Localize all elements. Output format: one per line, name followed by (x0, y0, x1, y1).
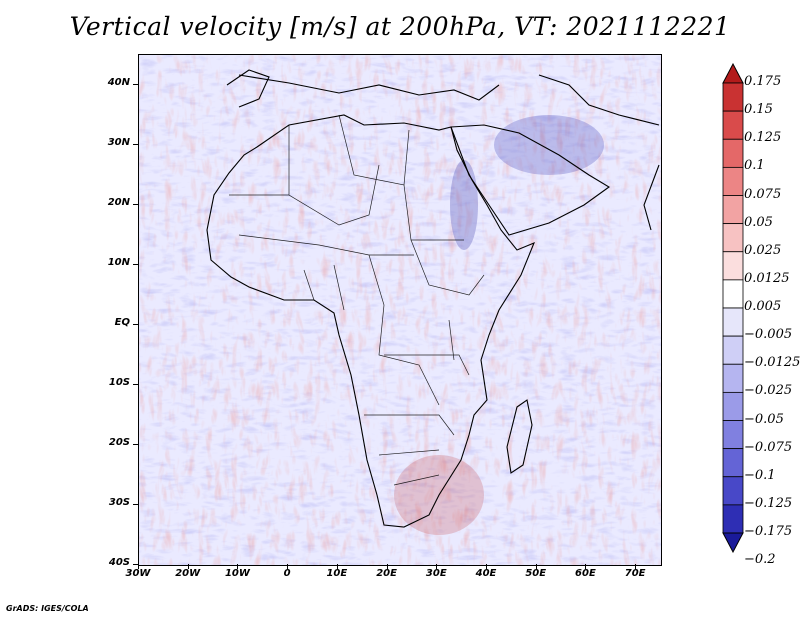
colorbar-segment (722, 504, 744, 534)
colorbar-label: −0.075 (744, 439, 793, 455)
lat-tick-mark (133, 504, 138, 505)
lat-tick-mark (133, 144, 138, 145)
lon-tick-label: 10E (326, 568, 348, 579)
colorbar-segment (722, 363, 744, 393)
iran-region-blob (494, 115, 604, 175)
colorbar-label: 0.1 (744, 158, 765, 174)
colorbar-segment (722, 420, 744, 450)
lon-tick-label: 40E (475, 568, 497, 579)
lon-tick-label: 20W (175, 568, 201, 579)
lon-tick-label: 30E (425, 568, 447, 579)
lon-tick-label: 20E (376, 568, 397, 579)
colorbar-label: −0.005 (744, 327, 793, 343)
map-title: Vertical velocity [m/s] at 200hPa, VT: 2… (69, 12, 731, 41)
lon-tick-mark (187, 564, 189, 569)
lon-tick-label: 70E (624, 568, 646, 579)
colorbar-label: −0.025 (744, 383, 793, 399)
colorbar-segment (722, 138, 744, 168)
colorbar-segment (722, 279, 744, 309)
lon-tick-mark (386, 564, 388, 569)
lat-tick-label: 20S (108, 437, 130, 448)
lon-tick-mark (436, 564, 438, 569)
lat-tick-mark (133, 384, 138, 385)
colorbar-segment (722, 166, 744, 196)
colorbar-label: 0.175 (744, 74, 782, 89)
lon-tick-label: 0 (283, 568, 291, 579)
colorbar-segment (722, 195, 744, 225)
grads-credit: GrADS: IGES/COLA (6, 604, 89, 613)
colorbar-top-arrow (722, 63, 744, 84)
lat-tick-label: 30N (107, 137, 130, 148)
lon-tick-mark (138, 564, 139, 569)
colorbar-label: −0.175 (744, 524, 793, 539)
colorbar-segment (722, 335, 744, 365)
lat-tick-mark (133, 324, 138, 325)
lat-tick-mark (133, 564, 138, 565)
lat-tick-label: 40N (107, 77, 130, 88)
lat-tick-label: EQ (114, 317, 130, 328)
colorbar-segment (722, 307, 744, 337)
lon-tick-mark (237, 564, 239, 569)
colorbar-segment (722, 223, 744, 253)
lon-tick-mark (535, 564, 537, 569)
lon-tick-mark (486, 564, 487, 569)
lat-tick-label: 30S (108, 497, 130, 508)
lon-tick-mark (635, 564, 637, 569)
coastlines (206, 69, 660, 528)
colorbar-segment (722, 476, 744, 506)
lon-tick-mark (287, 564, 289, 569)
lon-tick-label: 10W (224, 568, 250, 579)
lat-tick-mark (133, 444, 138, 445)
lon-tick-label: 60E (575, 568, 596, 579)
lon-tick-label: 50E (525, 568, 547, 579)
colorbar-segment (722, 82, 744, 112)
colorbar-label: 0.075 (744, 186, 782, 202)
sudan-blob (450, 160, 478, 250)
colorbar (722, 63, 744, 553)
colorbar-bottom-arrow (722, 532, 744, 553)
colorbar-label: −0.05 (744, 411, 784, 427)
colorbar-label: 0.15 (744, 102, 773, 118)
colorbar-label: −0.125 (744, 495, 793, 511)
colorbar-label: 0.025 (744, 242, 782, 258)
colorbar-segment (722, 110, 744, 140)
colorbar-label: −0.0125 (744, 355, 800, 371)
lat-tick-label: 10S (108, 377, 130, 388)
lon-tick-mark (336, 564, 338, 569)
lat-tick-mark (133, 84, 138, 85)
vertical-velocity-map (138, 54, 662, 566)
lat-tick-mark (133, 264, 138, 265)
colorbar-label: −0.1 (744, 467, 776, 483)
colorbar-segment (722, 448, 744, 478)
velocity-field (139, 55, 661, 565)
colorbar-label: −0.2 (744, 552, 776, 568)
lat-tick-label: 20N (107, 197, 130, 208)
colorbar-label: 0.05 (744, 214, 773, 230)
colorbar-segment (722, 391, 744, 421)
lon-tick-mark (585, 564, 587, 569)
lon-tick-label: 30W (125, 568, 151, 579)
colorbar-label: 0.125 (744, 130, 782, 146)
colorbar-label: 0.0125 (744, 270, 790, 286)
lat-tick-mark (133, 204, 138, 205)
lat-tick-label: 40S (108, 557, 130, 568)
country-borders (229, 114, 485, 486)
lat-tick-label: 10N (107, 257, 130, 268)
colorbar-segment (722, 251, 744, 281)
colorbar-label: 0.005 (744, 299, 782, 314)
